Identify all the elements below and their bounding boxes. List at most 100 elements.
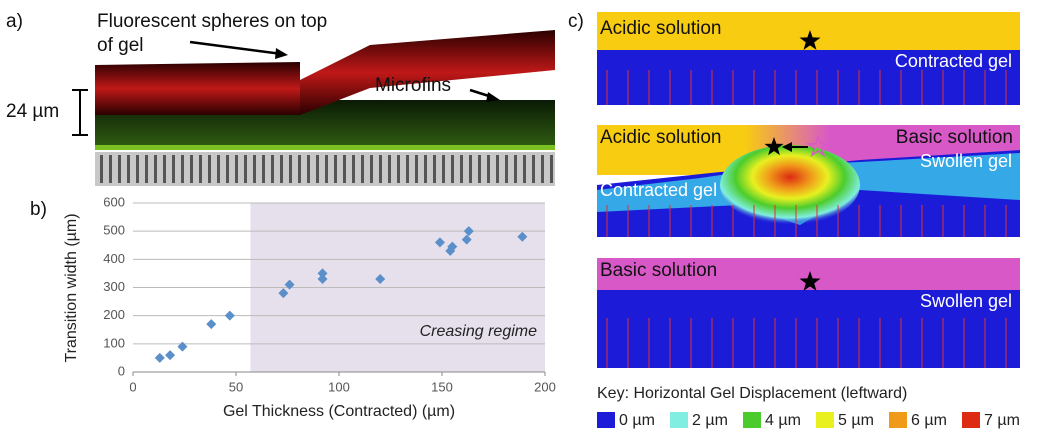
- key-label: 0 µm: [619, 412, 655, 429]
- point: [165, 350, 176, 361]
- key-title: Key: Horizontal Gel Displacement (leftwa…: [597, 385, 907, 402]
- stripe: [424, 155, 427, 183]
- panel-label: a): [6, 11, 23, 32]
- stripe: [127, 155, 130, 183]
- microfin-lines: [606, 70, 1007, 368]
- point: [434, 237, 445, 248]
- stripe: [271, 155, 274, 183]
- stripe: [514, 155, 517, 183]
- arrowhead: [782, 142, 792, 152]
- stripe: [226, 155, 229, 183]
- point: [517, 231, 528, 242]
- point: [317, 274, 328, 285]
- stripe: [118, 155, 121, 183]
- stripe: [109, 155, 112, 183]
- stripe: [181, 155, 184, 183]
- panel-c: c) Acidic solution Contracted gel Acidic…: [568, 11, 1020, 429]
- annotation: Fluorescent spheres on top: [97, 11, 327, 32]
- gel-label: Swollen gel: [920, 151, 1012, 171]
- stripe: [442, 155, 445, 183]
- x-tick-label: 0: [129, 379, 136, 394]
- y-tick-label: 100: [103, 335, 125, 350]
- stripe: [235, 155, 238, 183]
- point: [375, 274, 386, 285]
- gel: [597, 50, 1020, 105]
- scale-bar: [72, 89, 88, 136]
- stripe: [505, 155, 508, 183]
- annotation: Microfins: [375, 75, 451, 96]
- stripe: [145, 155, 148, 183]
- stripe: [334, 155, 337, 183]
- stripe: [478, 155, 481, 183]
- key-label: 2 µm: [692, 412, 728, 429]
- solution-label: Basic solution: [896, 127, 1013, 148]
- y-axis-label: Transition width (µm): [63, 213, 80, 362]
- arrowhead: [275, 48, 288, 59]
- key-label: 7 µm: [984, 412, 1020, 429]
- sphere-band-right: [300, 30, 555, 115]
- stripe: [325, 155, 328, 183]
- panel-b: b) Gel Thickness (Contracted) (µm) Trans…: [30, 194, 556, 420]
- key-swatch: [597, 412, 615, 428]
- stripe: [172, 155, 175, 183]
- stripe: [316, 155, 319, 183]
- scale-bar-label: 24 µm: [6, 101, 59, 122]
- gel-base: [95, 145, 555, 150]
- stripe: [406, 155, 409, 183]
- point: [284, 279, 295, 290]
- panel-label: b): [30, 199, 47, 220]
- point: [278, 288, 289, 299]
- stripe: [163, 155, 166, 183]
- point: [461, 234, 472, 245]
- key-swatch: [670, 412, 688, 428]
- x-tick-label: 200: [534, 379, 556, 394]
- gel-label: Contracted gel: [600, 180, 717, 200]
- stripe: [415, 155, 418, 183]
- x-tick-label: 50: [229, 379, 243, 394]
- stripe: [379, 155, 382, 183]
- point: [224, 310, 235, 321]
- stripe: [451, 155, 454, 183]
- gel: [597, 290, 1020, 368]
- y-tick-label: 300: [103, 279, 125, 294]
- stripe: [262, 155, 265, 183]
- stripe: [298, 155, 301, 183]
- x-tick-label: 100: [328, 379, 350, 394]
- stripe: [199, 155, 202, 183]
- stripe: [154, 155, 157, 183]
- y-tick-label: 0: [118, 363, 125, 378]
- gel-label: Swollen gel: [920, 291, 1012, 311]
- stripe: [523, 155, 526, 183]
- star-marker: [764, 137, 784, 156]
- solution-label: Basic solution: [600, 260, 717, 281]
- region-label: Creasing regime: [420, 323, 537, 340]
- stripe: [289, 155, 292, 183]
- point: [463, 226, 474, 237]
- x-tick-label: 150: [431, 379, 453, 394]
- stripe: [343, 155, 346, 183]
- y-tick-label: 400: [103, 251, 125, 266]
- y-tick-label: 200: [103, 307, 125, 322]
- stripe: [244, 155, 247, 183]
- stripe: [352, 155, 355, 183]
- stripe: [541, 155, 544, 183]
- y-tick-label: 600: [103, 194, 125, 209]
- stripe: [532, 155, 535, 183]
- solution-label: Acidic solution: [600, 127, 721, 148]
- stripe: [100, 155, 103, 183]
- stripe: [469, 155, 472, 183]
- stripe: [370, 155, 373, 183]
- y-tick-label: 500: [103, 223, 125, 238]
- panel-a: a) Fluorescent spheres on top of gel Mic…: [6, 11, 555, 186]
- key-swatch: [889, 412, 907, 428]
- stripe: [361, 155, 364, 183]
- stripe: [397, 155, 400, 183]
- stripe: [253, 155, 256, 183]
- arrow: [189, 40, 283, 56]
- point: [177, 341, 188, 352]
- key-label: 5 µm: [838, 412, 874, 429]
- stripe: [388, 155, 391, 183]
- point: [317, 268, 328, 279]
- displacement-hotspot: [720, 145, 860, 225]
